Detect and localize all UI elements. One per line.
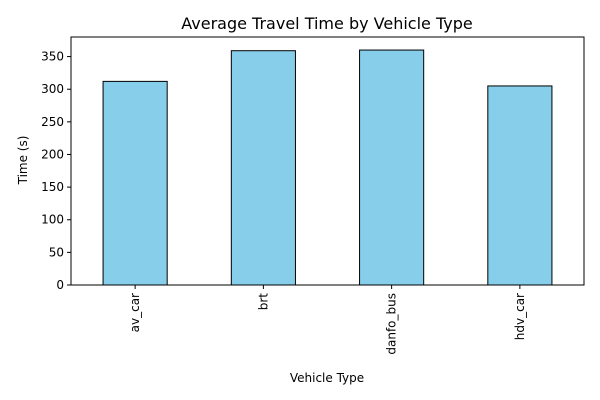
plot-frame: [70, 36, 585, 286]
bar-danfo_bus: [359, 49, 425, 286]
y-axis-ticks: 0 50 100 150 200 250 300 350: [41, 50, 71, 292]
x-tick-label: av_car: [128, 293, 142, 332]
x-tick-label: brt: [256, 293, 270, 311]
bar-av_car: [102, 80, 168, 286]
y-tick-label: 150: [41, 180, 64, 194]
y-tick-label: 350: [41, 50, 64, 64]
x-axis-label: Vehicle Type: [290, 371, 364, 385]
y-tick-label: 0: [56, 278, 64, 292]
bars-group: [102, 49, 553, 286]
y-axis-label: Time (s): [16, 136, 30, 186]
bar-brt: [230, 50, 296, 286]
x-tick-label: danfo_bus: [385, 293, 399, 355]
chart-title: Average Travel Time by Vehicle Type: [181, 14, 472, 33]
x-axis-ticks: av_car brt danfo_bus hdv_car: [128, 285, 527, 355]
y-tick-label: 100: [41, 213, 64, 227]
y-tick-label: 50: [49, 245, 64, 259]
y-tick-label: 250: [41, 115, 64, 129]
bar-hdv_car: [487, 85, 553, 286]
x-tick-label: hdv_car: [513, 293, 527, 340]
y-tick-label: 200: [41, 147, 64, 161]
y-tick-label: 300: [41, 82, 64, 96]
